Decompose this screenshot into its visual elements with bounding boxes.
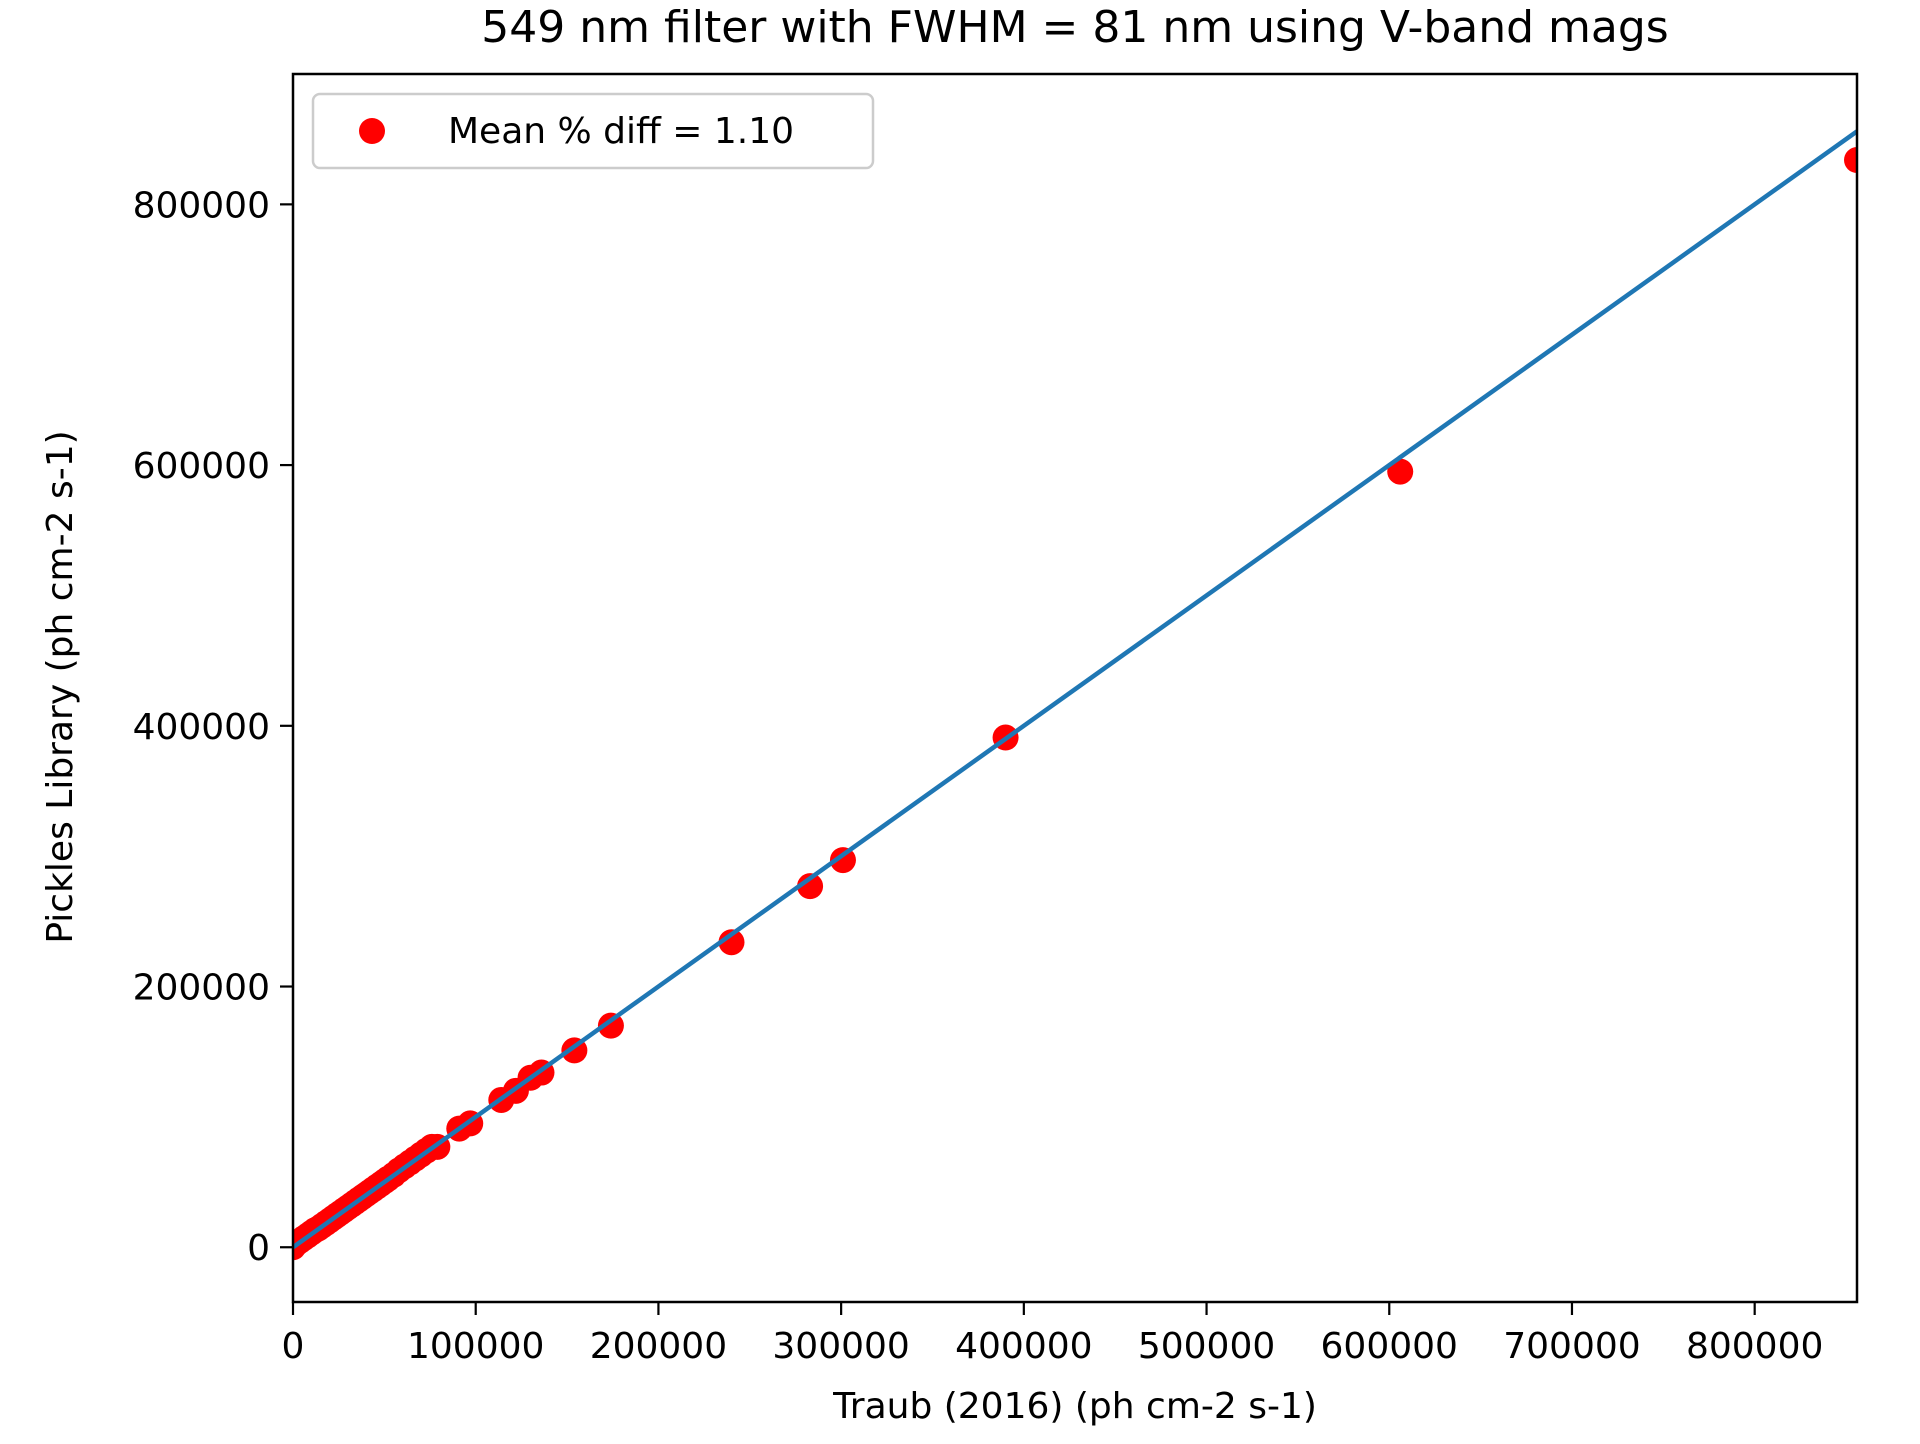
x-tick-label: 0 (282, 1326, 305, 1367)
x-tick-label: 800000 (1686, 1326, 1823, 1367)
scatter-point (718, 929, 745, 956)
plot-area: 0 100000 200000 300000 400000 500000 600000 700… (133, 72, 1859, 1367)
x-tick-label: 600000 (1321, 1326, 1458, 1367)
x-tick-label: 100000 (407, 1326, 544, 1367)
scatter-point (1387, 458, 1414, 485)
scatter-point (597, 1012, 624, 1039)
legend-box (311, 92, 875, 170)
scatter-point (829, 847, 856, 874)
y-axis-label: Pickles Library (ph cm-2 s-1) (40, 430, 81, 943)
scatter-point (797, 873, 824, 900)
y-tick-label: 200000 (133, 968, 270, 1009)
x-tick-label: 700000 (1503, 1326, 1640, 1367)
x-tick-label: 200000 (590, 1326, 727, 1367)
y-tick-label: 400000 (133, 707, 270, 748)
x-tick-label: 500000 (1138, 1326, 1275, 1367)
scatter-point (1844, 147, 1857, 174)
y-tick-label: 600000 (133, 446, 270, 487)
y-tick-label: 800000 (133, 185, 270, 226)
legend-label: Mean % diff = 1.10 (448, 111, 794, 152)
axes-frame (291, 72, 1859, 1304)
fit-line (293, 129, 1857, 1250)
legend: Mean % diff = 1.10 (311, 92, 875, 170)
data-layer (293, 129, 1857, 1261)
x-tick-label: 300000 (772, 1326, 909, 1367)
x-axis-label: Traub (2016) (ph cm-2 s-1) (832, 1386, 1317, 1427)
y-tick-label: 0 (247, 1228, 270, 1269)
x-tick-label: 400000 (955, 1326, 1092, 1367)
legend-marker (359, 118, 385, 144)
chart-title: 549 nm filter with FWHM = 81 nm using V-… (481, 2, 1668, 53)
